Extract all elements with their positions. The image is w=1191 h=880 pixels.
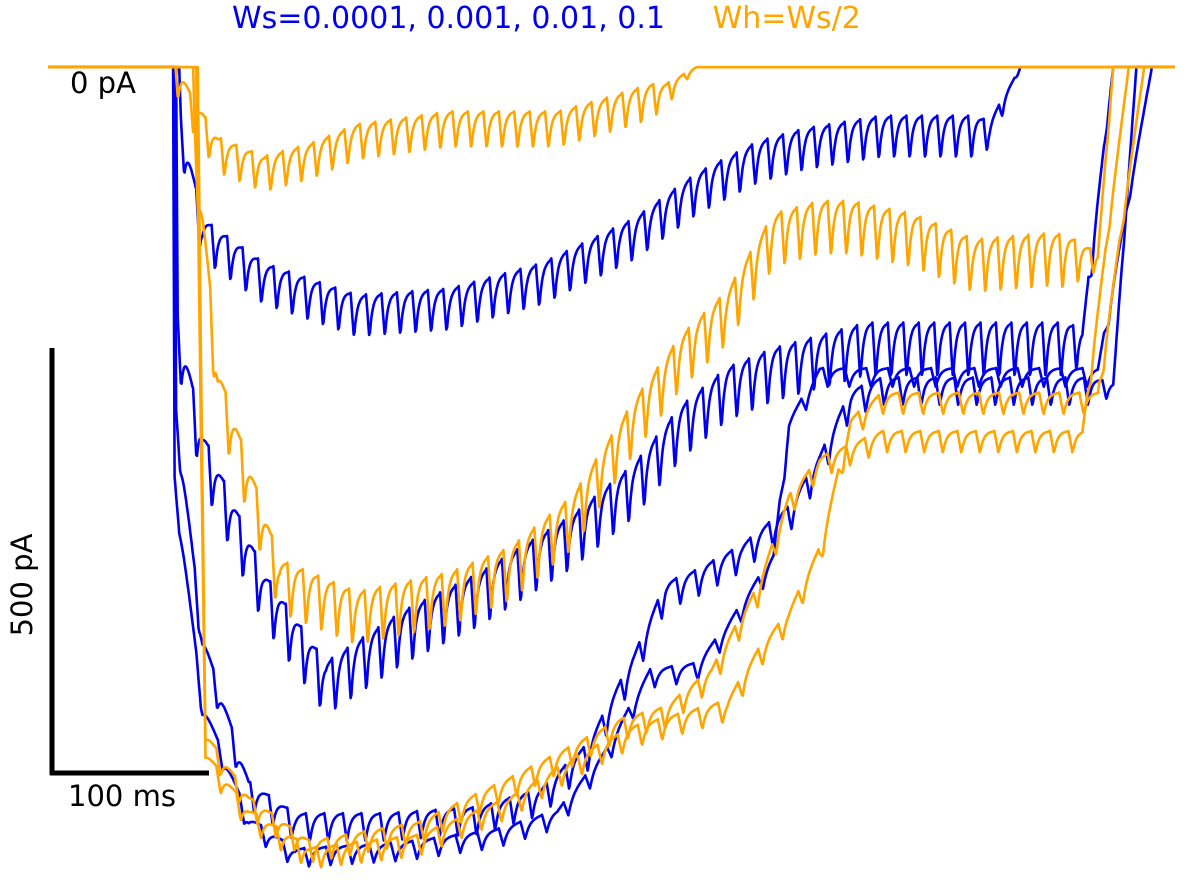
- current-scale-label-wrap: 500 pA: [2, 490, 42, 680]
- ws-trace-3: [48, 65, 1175, 868]
- ws-trace-2: [48, 65, 1175, 842]
- time-scale-label: 100 ms: [68, 779, 176, 813]
- zero-current-label: 0 pA: [70, 66, 136, 100]
- wh-trace-7: [48, 65, 1175, 869]
- wh-trace-4: [48, 65, 1175, 191]
- legend: Ws=0.0001, 0.001, 0.01, 0.1 Wh=Ws/2: [232, 0, 899, 38]
- current-scale-label: 500 pA: [5, 533, 39, 637]
- ws-trace-1: [48, 65, 1175, 710]
- wh-trace-6: [48, 65, 1175, 864]
- ws-trace-0: [48, 65, 1175, 337]
- legend-entry-ws: Ws=0.0001, 0.001, 0.01, 0.1: [232, 1, 666, 36]
- wh-trace-5: [48, 65, 1175, 644]
- trace-layer: [48, 65, 1175, 869]
- legend-entry-wh: Wh=Ws/2: [712, 1, 861, 36]
